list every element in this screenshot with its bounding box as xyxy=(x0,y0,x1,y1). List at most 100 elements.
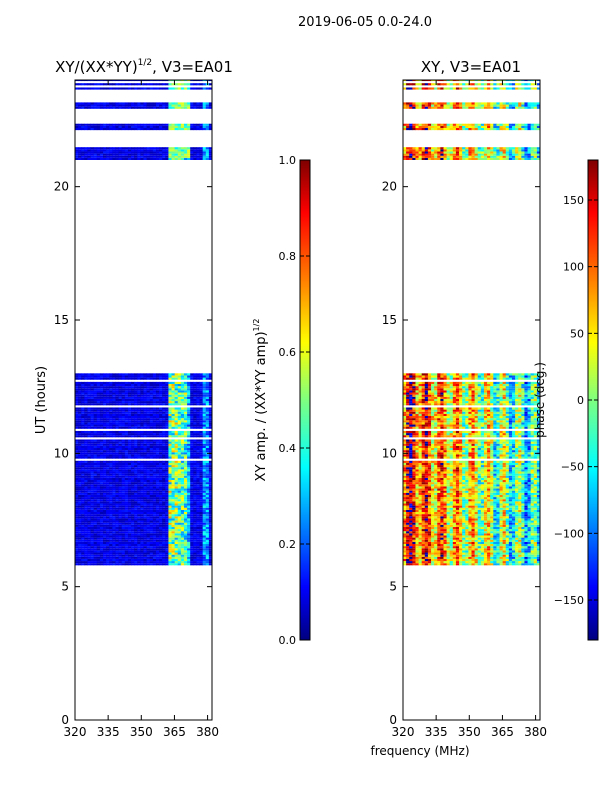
heatmap-cell xyxy=(137,544,141,547)
heatmap-cell xyxy=(109,102,113,105)
heatmap-cell xyxy=(118,416,123,419)
heatmap-cell xyxy=(205,541,210,544)
heatmap-cell xyxy=(112,401,116,404)
heatmap-cell xyxy=(205,558,210,562)
heatmap-cell xyxy=(112,454,116,457)
heatmap-cell xyxy=(208,388,212,391)
heatmap-cell xyxy=(190,104,194,107)
heatmap-cell xyxy=(75,550,79,553)
heatmap-cell xyxy=(137,477,141,480)
heatmap-cell xyxy=(118,375,123,378)
heatmap-cell xyxy=(143,104,148,107)
heatmap-cell xyxy=(202,505,207,508)
heatmap-cell xyxy=(187,147,191,150)
heatmap-cell xyxy=(121,556,126,559)
heatmap-cell xyxy=(196,80,200,82)
heatmap-cell xyxy=(75,539,79,542)
heatmap-cell xyxy=(440,552,444,555)
heatmap-cell xyxy=(483,554,488,557)
heatmap-cell xyxy=(106,396,110,399)
heatmap-cell xyxy=(90,550,95,553)
heatmap-cell xyxy=(75,480,79,483)
heatmap-cell xyxy=(140,475,144,478)
heatmap-cell xyxy=(140,445,144,448)
heatmap-cell xyxy=(168,492,172,495)
heatmap-cell xyxy=(146,373,151,376)
heatmap-cell xyxy=(208,507,212,510)
heatmap-cell xyxy=(143,407,148,410)
heatmap-cell xyxy=(103,522,107,525)
heatmap-cell xyxy=(208,499,212,502)
heatmap-cell xyxy=(75,454,79,457)
heatmap-cell xyxy=(134,377,138,380)
heatmap-cell xyxy=(199,390,204,393)
heatmap-cell xyxy=(187,386,191,389)
heatmap-cell xyxy=(78,448,82,451)
heatmap-cell xyxy=(87,486,91,489)
heatmap-cell xyxy=(159,522,163,525)
heatmap-cell xyxy=(75,392,79,395)
heatmap-cell xyxy=(121,104,126,107)
heatmap-cell xyxy=(146,157,151,160)
heatmap-cell xyxy=(165,550,169,553)
heatmap-cell xyxy=(202,388,207,391)
heatmap-cell xyxy=(115,462,119,466)
heatmap-cell xyxy=(208,556,212,559)
heatmap-cell xyxy=(193,155,197,158)
heatmap-cell xyxy=(149,554,154,557)
heatmap-cell xyxy=(118,435,123,438)
heatmap-cell xyxy=(81,454,85,457)
heatmap-cell xyxy=(146,467,151,470)
heatmap-cell xyxy=(159,537,163,540)
heatmap-cell xyxy=(124,554,129,557)
heatmap-cell xyxy=(84,411,88,414)
heatmap-cell xyxy=(149,413,154,416)
heatmap-cell xyxy=(530,541,535,544)
heatmap-cell xyxy=(87,488,91,491)
heatmap-cell xyxy=(134,533,138,536)
heatmap-cell xyxy=(187,388,191,391)
heatmap-cell xyxy=(140,499,144,502)
heatmap-cell xyxy=(149,524,154,527)
heatmap-cell xyxy=(118,467,123,470)
heatmap-cell xyxy=(112,386,116,389)
heatmap-cell xyxy=(106,375,110,378)
heatmap-cell xyxy=(196,531,200,534)
heatmap-cell xyxy=(134,157,138,160)
heatmap-cell xyxy=(165,424,169,427)
heatmap-cell xyxy=(140,524,144,527)
heatmap-cell xyxy=(465,561,469,564)
heatmap-cell xyxy=(146,377,151,380)
heatmap-cell xyxy=(455,554,460,557)
heatmap-cell xyxy=(140,541,144,544)
heatmap-cell xyxy=(171,501,176,504)
heatmap-cell xyxy=(202,106,207,109)
heatmap-cell xyxy=(112,443,116,446)
heatmap-cell xyxy=(143,394,148,397)
heatmap-cell xyxy=(196,409,200,412)
heatmap-cell xyxy=(196,546,200,549)
heatmap-cell xyxy=(140,501,144,504)
heatmap-cell xyxy=(193,422,197,425)
heatmap-cell xyxy=(403,541,407,544)
heatmap-cell xyxy=(137,490,141,493)
heatmap-cell xyxy=(146,473,151,476)
heatmap-cell xyxy=(462,550,466,553)
heatmap-cell xyxy=(96,544,101,547)
heatmap-cell xyxy=(118,104,123,107)
heatmap-cell xyxy=(87,439,91,442)
heatmap-cell xyxy=(177,409,182,412)
heatmap-cell xyxy=(121,83,126,86)
heatmap-cell xyxy=(205,522,210,525)
heatmap-cell xyxy=(87,462,91,466)
heatmap-cell xyxy=(205,448,210,451)
heatmap-cell xyxy=(159,531,163,534)
heatmap-cell xyxy=(90,157,95,160)
heatmap-cell xyxy=(140,505,144,508)
heatmap-cell xyxy=(103,497,107,500)
heatmap-cell xyxy=(443,550,447,553)
heatmap-cell xyxy=(187,373,191,376)
heatmap-cell xyxy=(527,539,532,542)
heatmap-cell xyxy=(143,373,148,376)
heatmap-cell xyxy=(162,554,166,557)
